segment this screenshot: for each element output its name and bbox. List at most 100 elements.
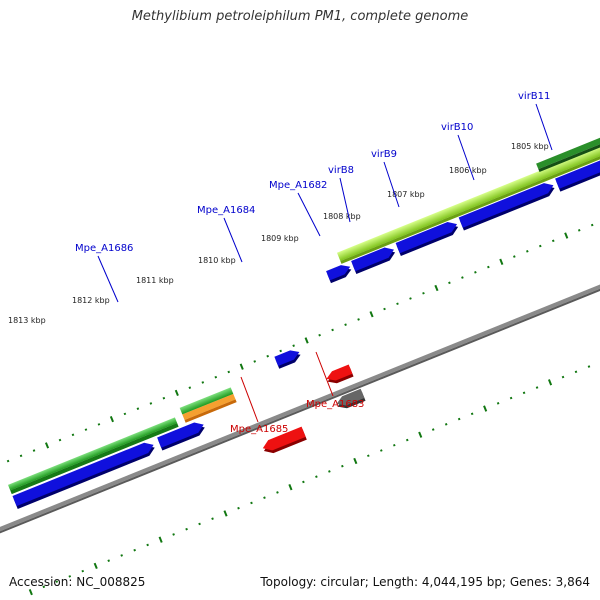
scale-tick xyxy=(538,244,542,248)
scale-tick xyxy=(266,354,269,358)
scale-tick xyxy=(71,433,75,437)
gene-leader-line xyxy=(457,134,475,181)
scale-tick xyxy=(185,527,188,531)
inner-scale-ticks xyxy=(28,365,591,596)
scale-tick xyxy=(214,375,218,379)
scale-tick xyxy=(302,480,305,484)
scale-tick xyxy=(276,491,279,494)
scale-tick xyxy=(483,405,488,412)
annotation-band-orange xyxy=(182,393,237,423)
scale-tick xyxy=(250,501,253,505)
kbp-label: 1806 kbp xyxy=(449,166,487,175)
scale-tick xyxy=(253,360,257,363)
scale-tick xyxy=(97,423,101,426)
scale-tick xyxy=(223,510,228,517)
scale-tick xyxy=(379,449,383,452)
scale-tick xyxy=(81,569,85,573)
gene-arrow xyxy=(12,442,155,509)
scale-tick xyxy=(318,333,321,337)
annotation-band-green-small xyxy=(179,387,234,415)
scale-tick xyxy=(547,379,553,386)
scale-tick xyxy=(174,389,179,397)
gene-arrow xyxy=(157,422,205,451)
scale-tick xyxy=(444,422,448,426)
scale-tick xyxy=(146,543,149,547)
gene-leader-line xyxy=(97,255,119,303)
kbp-label: 1811 kbp xyxy=(136,276,174,285)
scale-tick xyxy=(328,470,331,473)
scale-tick xyxy=(288,484,293,491)
gene-label: Mpe_A1685 xyxy=(230,424,288,435)
gene-label: virB8 xyxy=(328,165,354,176)
scale-tick xyxy=(574,370,578,374)
scale-tick xyxy=(107,559,111,562)
scale-tick xyxy=(58,438,62,442)
scale-tick xyxy=(418,431,423,438)
gene-label: Mpe_A1686 xyxy=(75,243,133,254)
gene-arrow xyxy=(555,159,600,192)
kbp-label: 1809 kbp xyxy=(261,234,299,243)
scale-tick xyxy=(239,363,244,370)
scale-tick xyxy=(509,396,513,400)
scale-tick xyxy=(237,506,240,510)
scale-tick xyxy=(304,337,309,344)
scale-tick xyxy=(162,396,166,400)
gene-leader-line xyxy=(297,192,321,237)
scale-tick xyxy=(158,536,163,543)
scale-tick xyxy=(513,255,516,258)
gene-arrow xyxy=(458,183,555,231)
scale-tick xyxy=(496,402,500,405)
scale-tick xyxy=(315,475,318,479)
scale-tick xyxy=(448,281,451,285)
scale-tick xyxy=(19,454,23,458)
outer-scale-ticks xyxy=(6,223,594,463)
scale-tick xyxy=(32,449,36,452)
scale-tick xyxy=(120,554,123,557)
kbp-label: 1808 kbp xyxy=(323,212,361,221)
kbp-label: 1807 kbp xyxy=(387,190,425,199)
scale-tick xyxy=(109,415,114,423)
scale-tick xyxy=(499,258,504,265)
kbp-label: 1813 kbp xyxy=(8,316,46,325)
scale-tick xyxy=(68,575,72,578)
accession-label: Accession: NC_008825 xyxy=(9,575,146,589)
scale-tick xyxy=(28,588,33,596)
scale-tick xyxy=(561,375,565,379)
scale-tick xyxy=(457,417,461,421)
annotation-band-green xyxy=(7,417,179,495)
scale-tick xyxy=(357,318,360,321)
scale-tick xyxy=(461,276,464,279)
scale-tick xyxy=(133,548,136,552)
topology-summary: Topology: circular; Length: 4,044,195 bp… xyxy=(260,575,590,589)
scale-tick xyxy=(198,522,201,526)
gene-arrow xyxy=(395,222,459,257)
gene-label: virB11 xyxy=(518,91,550,102)
gene-leader-line xyxy=(223,217,243,263)
gene-leader-line xyxy=(383,161,400,208)
scale-tick xyxy=(42,585,46,589)
gene-label: Mpe_A1682 xyxy=(269,180,327,191)
scale-tick xyxy=(405,438,409,442)
scale-tick xyxy=(55,580,59,583)
scale-tick xyxy=(392,443,396,447)
gene-label: virB10 xyxy=(441,122,473,133)
scale-tick xyxy=(149,402,153,405)
genome-title: Methylibium petroleiphilum PM1, complete… xyxy=(131,9,469,24)
scale-tick xyxy=(564,232,569,239)
scale-tick xyxy=(535,386,539,389)
scale-tick xyxy=(369,311,374,318)
scale-tick xyxy=(136,407,140,410)
scale-tick xyxy=(422,291,425,295)
scale-tick xyxy=(331,328,334,332)
gene-leader-line xyxy=(240,376,259,423)
scale-tick xyxy=(587,365,591,368)
scale-tick xyxy=(227,370,231,374)
scale-tick xyxy=(474,270,477,274)
scale-tick xyxy=(188,386,192,389)
gene-arrow xyxy=(274,350,301,369)
kbp-label: 1805 kbp xyxy=(511,142,549,151)
gene-leader-line xyxy=(315,351,334,397)
annotation-band-lime xyxy=(336,140,600,264)
scale-tick xyxy=(93,562,98,570)
